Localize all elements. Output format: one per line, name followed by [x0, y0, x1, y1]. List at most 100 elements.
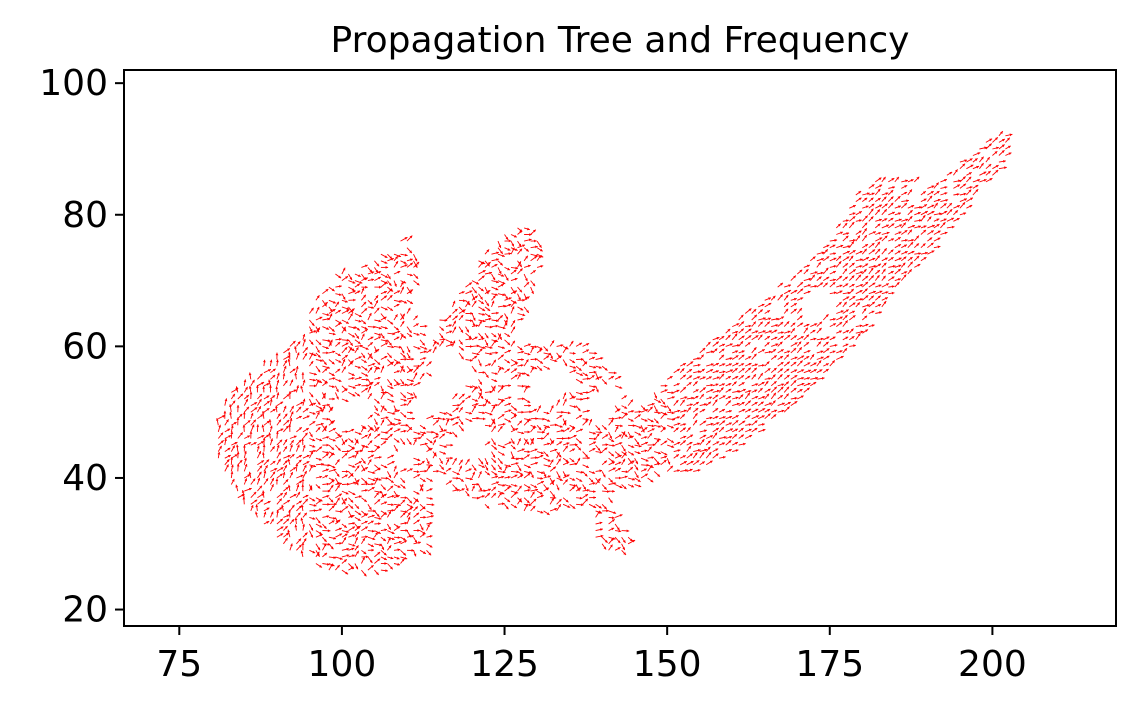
quiver-arrow [582, 349, 590, 354]
quiver-arrow [250, 424, 255, 433]
quiver-arrow [699, 393, 705, 400]
quiver-arrow [393, 556, 400, 560]
quiver-arrow [335, 319, 342, 325]
quiver-arrow [693, 370, 701, 374]
quiver-arrow [341, 275, 349, 281]
quiver-arrow [491, 418, 496, 426]
quiver-arrow [679, 460, 688, 466]
quiver-arrow [862, 197, 868, 202]
quiver-arrow [335, 477, 340, 485]
quiver-arrow [341, 398, 349, 403]
quiver-arrow [354, 332, 360, 339]
quiver-arrow [491, 378, 498, 383]
quiver-arrow [322, 453, 329, 459]
quiver-arrow [393, 370, 400, 374]
quiver-arrow [517, 448, 525, 453]
quiver-arrow [582, 342, 590, 347]
quiver-arrow [790, 369, 798, 374]
quiver-arrow [979, 146, 988, 150]
quiver-arrow [328, 543, 334, 550]
quiver-arrow [296, 341, 301, 347]
quiver-arrow [530, 255, 538, 262]
quiver-arrow [263, 400, 270, 406]
quiver-arrow [829, 257, 837, 262]
quiver-arrow [341, 547, 350, 551]
quiver-arrow [348, 377, 355, 380]
quiver-arrow [374, 295, 379, 301]
quiver-arrow [328, 497, 334, 503]
quiver-arrow [829, 281, 836, 288]
quiver-arrow [543, 355, 550, 360]
quiver-arrow [517, 260, 523, 268]
quiver-arrow [504, 484, 512, 488]
quiver-arrow [224, 419, 229, 426]
quiver-arrow [491, 300, 495, 308]
quiver-arrow [588, 477, 594, 483]
quiver-arrow [504, 396, 512, 400]
quiver-arrow [940, 199, 949, 203]
quiver-arrow [712, 453, 719, 459]
quiver-arrow [380, 280, 389, 284]
quiver-arrow [218, 440, 224, 446]
quiver-arrow [725, 328, 731, 334]
quiver-arrow [517, 293, 521, 301]
quiver-arrow [959, 163, 966, 170]
quiver-arrow [575, 342, 583, 347]
quiver-arrow [354, 460, 362, 466]
quiver-arrow [718, 387, 724, 393]
quiver-arrow [374, 285, 382, 289]
quiver-arrow [302, 464, 307, 472]
quiver-arrow [400, 558, 405, 564]
quiver-arrow [940, 221, 946, 229]
quiver-arrow [783, 320, 790, 327]
quiver-arrow [848, 255, 854, 262]
quiver-arrow [263, 359, 266, 367]
quiver-arrow [315, 405, 323, 410]
quiver-arrow [887, 202, 894, 209]
quiver-arrow [588, 441, 597, 446]
quiver-arrow [328, 397, 336, 401]
quiver-arrow [530, 253, 539, 257]
quiver-arrow [393, 540, 402, 545]
quiver-arrow [335, 444, 341, 452]
quiver-arrow [810, 362, 817, 367]
quiver-arrow [249, 391, 253, 400]
quiver-arrow [783, 302, 789, 308]
quiver-arrow [881, 297, 889, 301]
quiver-arrow [296, 439, 302, 446]
quiver-arrow [732, 344, 740, 347]
quiver-arrow [979, 162, 984, 169]
quiver-arrow [322, 317, 330, 321]
quiver-arrow [732, 350, 739, 354]
quiver-arrow [699, 347, 706, 354]
quiver-arrow [445, 343, 454, 347]
quiver-arrow [445, 411, 453, 417]
quiver-arrow [920, 214, 926, 222]
quiver-arrow [966, 158, 973, 163]
quiver-arrow [491, 444, 498, 450]
quiver-arrow [432, 346, 437, 354]
quiver-arrow [374, 365, 381, 370]
quiver-arrow [341, 554, 350, 558]
quiver-arrow [445, 443, 454, 447]
quiver-arrow [771, 324, 779, 328]
quiver-arrow [979, 156, 984, 163]
quiver-arrow [569, 369, 577, 374]
quiver-arrow [602, 443, 609, 447]
quiver-arrow [328, 405, 333, 411]
quiver-arrow [731, 355, 739, 360]
quiver-arrow [296, 491, 301, 498]
quiver-arrow [289, 518, 295, 525]
quiver-arrow [491, 457, 497, 464]
quiver-arrow [504, 504, 509, 510]
quiver-arrow [849, 335, 855, 341]
quiver-arrow [235, 386, 239, 393]
quiver-arrow [907, 256, 913, 262]
quiver-arrow [270, 467, 278, 472]
quiver-arrow [900, 202, 908, 209]
quiver-arrow [276, 444, 280, 452]
quiver-arrow [348, 286, 355, 291]
quiver-arrow [393, 299, 402, 303]
quiver-arrow [816, 251, 825, 255]
